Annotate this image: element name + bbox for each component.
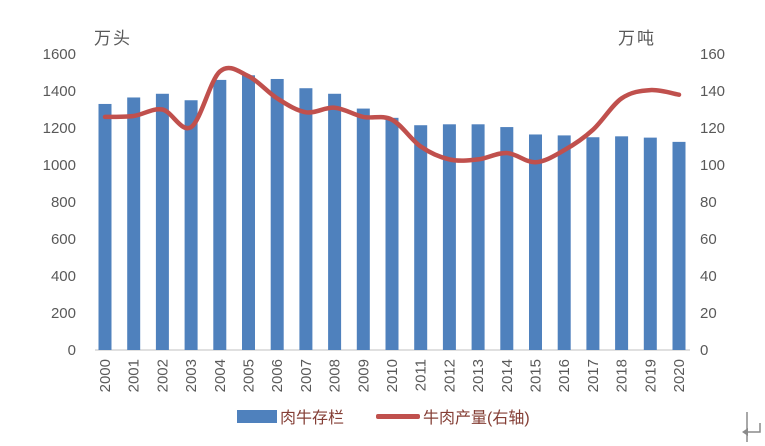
right-axis-title: 万吨 [618, 29, 656, 48]
bar-2007 [299, 88, 313, 350]
production-line [102, 65, 682, 165]
line-series-swatch-icon [376, 413, 421, 419]
x-tick-label-2007: 2007 [298, 359, 315, 392]
bar-series-swatch-icon [237, 409, 277, 423]
bar-2010 [385, 117, 399, 350]
x-tick-label-2004: 2004 [212, 359, 229, 392]
bar-2001 [127, 97, 141, 350]
legend: 肉牛存栏 牛肉产量(右轴) [237, 404, 530, 428]
bar-2014 [500, 127, 514, 350]
x-tick-label-2016: 2016 [556, 359, 573, 392]
right-y-tick-label: 0 [700, 342, 708, 359]
x-tick-label-2013: 2013 [470, 359, 487, 392]
left-y-tick-label: 400 [51, 268, 76, 285]
bar-2020 [672, 141, 686, 350]
bar-2009 [356, 108, 370, 350]
left-y-tick-label: 800 [51, 194, 76, 211]
x-tick-label-2012: 2012 [441, 359, 458, 392]
right-y-tick-label: 100 [700, 157, 725, 174]
left-y-tick-label: 0 [68, 342, 76, 359]
x-tick-label-2009: 2009 [355, 359, 372, 392]
x-tick-label-2003: 2003 [183, 359, 200, 392]
bar-series-legend-label: 肉牛存栏 [280, 410, 345, 427]
x-tick-label-2010: 2010 [384, 359, 401, 392]
x-tick-label-2019: 2019 [642, 359, 659, 392]
x-tick-label-2014: 2014 [499, 359, 516, 392]
bar-2016 [557, 135, 571, 350]
bar-2013 [471, 124, 485, 350]
bar-2002 [155, 93, 169, 351]
x-tick-label-2018: 2018 [614, 359, 631, 392]
right-y-tick-label: 20 [700, 305, 717, 322]
bar-2017 [586, 137, 600, 350]
x-tick-label-2015: 2015 [528, 359, 545, 392]
right-y-tick-label: 140 [700, 83, 725, 100]
x-tick-label-2011: 2011 [413, 359, 430, 391]
bar-2003 [184, 100, 198, 350]
right-y-tick-label: 80 [700, 194, 717, 211]
left-y-tick-label: 1400 [43, 83, 76, 100]
left-axis-title: 万头 [94, 29, 132, 48]
left-y-tick-label: 1000 [43, 157, 76, 174]
bar-2008 [328, 93, 342, 351]
bar-2018 [615, 136, 629, 350]
right-y-tick-label: 120 [700, 120, 725, 137]
x-tick-label-2020: 2020 [671, 359, 688, 392]
x-tick-label-2017: 2017 [585, 359, 602, 392]
x-tick-label-2008: 2008 [327, 359, 344, 392]
bar-2005 [242, 75, 255, 351]
x-tick-label-2002: 2002 [154, 359, 171, 392]
line-break-icon [742, 412, 761, 442]
x-tick-label-2001: 2001 [126, 359, 143, 392]
left-y-tick-label: 1600 [43, 46, 76, 63]
left-y-tick-label: 1200 [43, 120, 76, 137]
x-tick-label-2005: 2005 [241, 359, 258, 392]
left-y-tick-label: 200 [51, 305, 76, 322]
bar-2019 [643, 137, 657, 350]
x-tick-label-2006: 2006 [269, 359, 286, 392]
right-y-tick-label: 160 [700, 46, 725, 63]
x-tick-label-2000: 2000 [97, 359, 114, 392]
bar-2012 [442, 124, 456, 350]
bar-2004 [213, 79, 227, 351]
left-y-tick-label: 600 [51, 231, 76, 248]
right-y-tick-label: 60 [700, 231, 717, 248]
right-y-tick-label: 40 [700, 268, 717, 285]
bar-2011 [414, 125, 428, 350]
line-series-legend-label: 牛肉产量(右轴) [423, 410, 530, 427]
bar-2006 [270, 78, 284, 350]
bar-2015 [529, 134, 542, 350]
bar-2000 [98, 103, 112, 350]
